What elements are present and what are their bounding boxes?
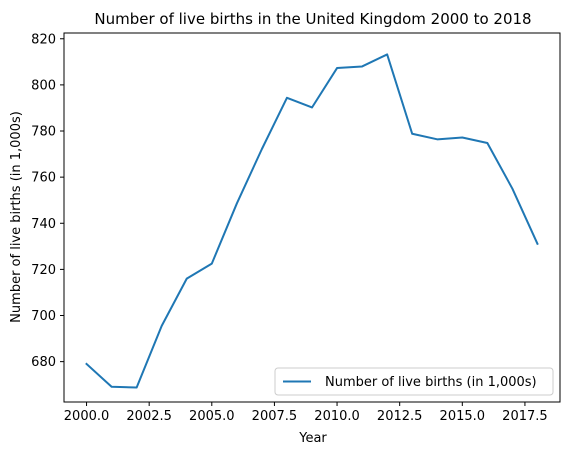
y-tick-label: 780 bbox=[31, 125, 56, 140]
legend: Number of live births (in 1,000s) bbox=[275, 368, 553, 395]
plot-area bbox=[64, 33, 560, 402]
y-axis-label: Number of live births (in 1,000s) bbox=[9, 111, 24, 323]
x-tick-label: 2005.0 bbox=[189, 409, 235, 424]
plot-background bbox=[64, 33, 560, 402]
y-tick-label: 680 bbox=[31, 355, 56, 370]
y-tick-label: 800 bbox=[31, 78, 56, 93]
x-tick-label: 2000.0 bbox=[64, 409, 110, 424]
y-tick-label: 720 bbox=[31, 263, 56, 278]
y-tick-label: 760 bbox=[31, 171, 56, 186]
legend-label: Number of live births (in 1,000s) bbox=[325, 375, 537, 390]
x-tick-label: 2015.0 bbox=[440, 409, 486, 424]
x-axis-label: Year bbox=[298, 431, 327, 446]
y-tick-label: 820 bbox=[31, 32, 56, 47]
x-tick-label: 2007.5 bbox=[252, 409, 298, 424]
y-tick-label: 700 bbox=[31, 309, 56, 324]
x-tick-label: 2017.5 bbox=[502, 409, 548, 424]
x-tick-label: 2002.5 bbox=[126, 409, 172, 424]
x-tick-label: 2012.5 bbox=[377, 409, 423, 424]
x-tick-label: 2010.0 bbox=[314, 409, 360, 424]
chart-title: Number of live births in the United King… bbox=[94, 10, 531, 28]
y-tick-label: 740 bbox=[31, 217, 56, 232]
